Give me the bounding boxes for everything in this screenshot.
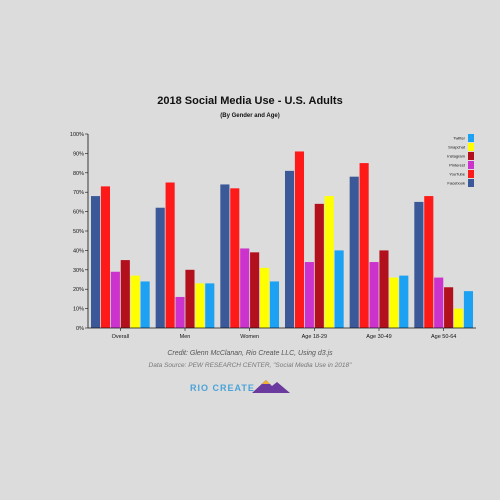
legend-swatch-youtube [468, 170, 474, 178]
legend-label: Pinterest [449, 163, 466, 168]
legend-swatch-pinterest [468, 161, 474, 169]
bar-snapchat-3 [324, 196, 334, 328]
x-tick-label: Overall [112, 334, 129, 340]
bar-instagram-1 [185, 269, 195, 328]
y-tick-label: 100% [70, 132, 84, 138]
y-tick-label: 70% [73, 190, 84, 196]
y-tick-label: 50% [73, 229, 84, 235]
bar-instagram-0 [120, 260, 130, 328]
bar-instagram-2 [250, 252, 260, 328]
y-axis: 0% 10% 20% 30% 40% 50% 60% 70% 80% 90% 100% [70, 132, 89, 332]
x-tick-label: Men [180, 334, 191, 340]
legend-swatch-snapchat [468, 143, 474, 151]
bar-twitter-3 [334, 250, 344, 328]
y-tick-label: 60% [73, 210, 84, 216]
bar-facebook-0 [90, 196, 101, 328]
x-tick-label: Women [240, 334, 259, 340]
bar-youtube-4 [359, 163, 369, 328]
y-tick-label: 30% [73, 268, 84, 274]
bar-twitter-4 [399, 275, 409, 328]
legend-label: Instagram [447, 154, 465, 159]
logo-peak-icon [262, 380, 270, 384]
bar-twitter-2 [269, 281, 280, 328]
bar-instagram-4 [379, 250, 389, 328]
bar-instagram-5 [444, 287, 454, 328]
bar-youtube-1 [165, 182, 175, 328]
bar-pinterest-3 [304, 262, 314, 328]
bar-facebook-4 [349, 176, 359, 328]
chart-subtitle: (By Gender and Age) [220, 113, 279, 119]
y-tick-label: 90% [73, 151, 84, 157]
bar-youtube-2 [230, 188, 240, 328]
bar-snapchat-1 [195, 283, 205, 328]
bar-youtube-5 [424, 196, 434, 328]
bar-snapchat-2 [259, 267, 270, 328]
legend-swatch-facebook [468, 179, 474, 187]
x-axis: Overall Men Women Age 18-29 Age 30-49 Age 50-… [88, 327, 476, 340]
legend-swatch-instagram [468, 152, 474, 160]
logo-text: RIO CREATE [190, 383, 255, 393]
bar-pinterest-4 [369, 262, 379, 328]
bar-pinterest-5 [434, 277, 444, 328]
legend-label: Twitter [453, 136, 465, 141]
x-tick-label: Age 30-49 [366, 334, 391, 340]
legend-swatch-twitter [468, 134, 474, 142]
bar-facebook-2 [220, 184, 230, 328]
bar-facebook-1 [155, 207, 165, 328]
bar-facebook-3 [284, 170, 295, 328]
bar-youtube-3 [294, 151, 305, 328]
bar-snapchat-5 [453, 308, 464, 328]
y-tick-label: 0% [76, 326, 84, 332]
bar-twitter-5 [463, 291, 474, 328]
credit-text: Credit: Glenn McClanan, Rio Create LLC, … [167, 350, 333, 357]
y-tick-label: 40% [73, 248, 84, 254]
legend-label: Facebook [447, 181, 465, 186]
y-tick-label: 10% [73, 307, 84, 313]
x-tick-label: Age 18-29 [302, 334, 327, 340]
bar-snapchat-0 [130, 275, 140, 328]
bar-twitter-0 [140, 281, 150, 328]
bar-instagram-3 [314, 203, 324, 328]
bar-facebook-5 [414, 201, 424, 328]
y-tick-label: 20% [73, 287, 84, 293]
source-text: Data Source: PEW RESEARCH CENTER, "Socia… [149, 362, 353, 369]
bar-pinterest-2 [240, 248, 250, 328]
legend: Twitter Snapchat Instagram Pinterest YouTube… [447, 134, 474, 187]
y-tick-label: 80% [73, 171, 84, 177]
rio-create-logo: RIO CREATE [190, 380, 290, 393]
legend-label: YouTube [449, 172, 465, 177]
bar-twitter-1 [205, 283, 215, 328]
bars [90, 151, 474, 328]
logo-mountain-icon [252, 380, 290, 393]
bar-pinterest-1 [175, 296, 185, 328]
x-tick-label: Age 50-64 [431, 334, 456, 340]
bar-pinterest-0 [110, 271, 120, 328]
chart-title: 2018 Social Media Use - U.S. Adults [157, 95, 342, 107]
bar-snapchat-4 [389, 277, 399, 328]
legend-label: Snapchat [448, 145, 466, 150]
bar-youtube-0 [100, 186, 111, 328]
